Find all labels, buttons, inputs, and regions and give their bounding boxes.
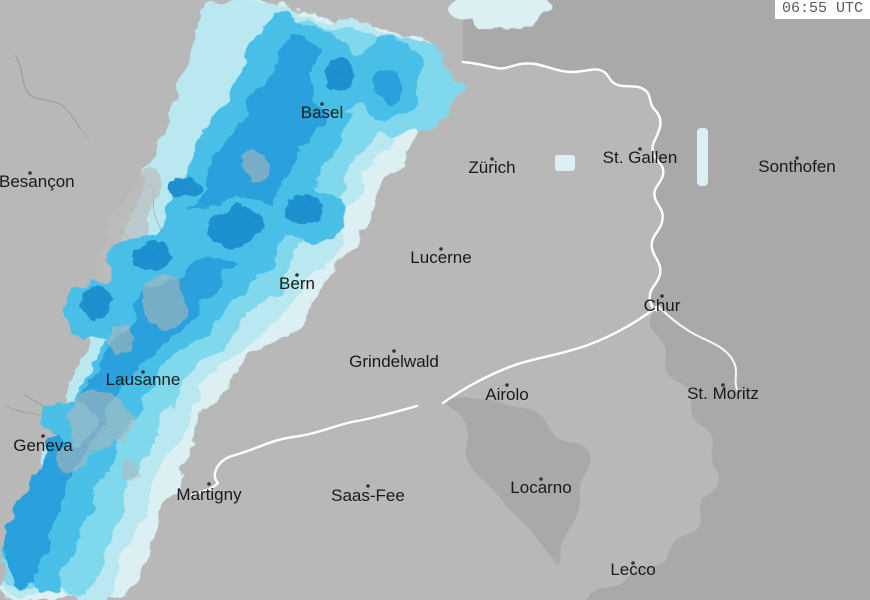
svg-text:St. Gallen: St. Gallen (603, 148, 678, 167)
svg-text:Bern: Bern (279, 274, 315, 293)
svg-text:Grindelwald: Grindelwald (349, 352, 439, 371)
svg-text:St. Moritz: St. Moritz (687, 384, 759, 403)
svg-text:Martigny: Martigny (176, 485, 242, 504)
svg-text:Geneva: Geneva (13, 436, 73, 455)
svg-text:Locarno: Locarno (510, 478, 571, 497)
svg-text:Lucerne: Lucerne (410, 248, 471, 267)
svg-text:Lecco: Lecco (610, 560, 655, 579)
svg-text:Chur: Chur (644, 296, 681, 315)
svg-text:Saas-Fee: Saas-Fee (331, 486, 405, 505)
svg-text:Basel: Basel (301, 103, 344, 122)
svg-text:Lausanne: Lausanne (106, 370, 181, 389)
svg-text:Airolo: Airolo (485, 385, 528, 404)
svg-text:Sonthofen: Sonthofen (758, 157, 836, 176)
svg-text:Zürich: Zürich (468, 158, 515, 177)
svg-text:Besançon: Besançon (0, 172, 75, 191)
